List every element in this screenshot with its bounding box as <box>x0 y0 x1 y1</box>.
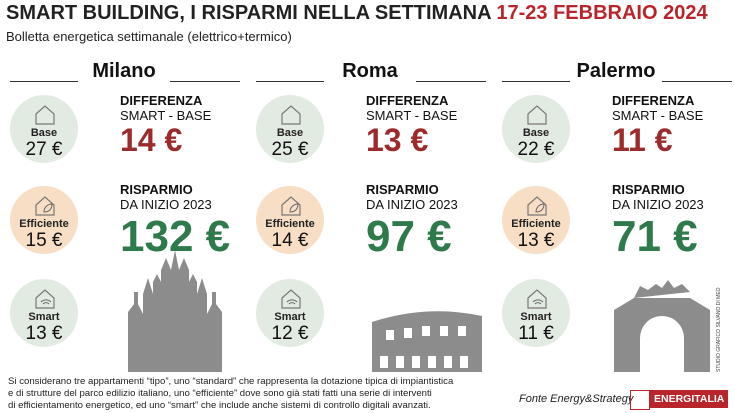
risp-value: 71 € <box>612 212 698 261</box>
base-label: Base <box>30 127 58 139</box>
source: Fonte Energy&Strategy <box>519 393 634 405</box>
efficiente-label: Efficiente <box>265 218 315 230</box>
risp-title: RISPARMIO <box>120 182 193 197</box>
house-icon <box>35 105 55 125</box>
smart-label: Smart <box>520 311 552 323</box>
efficiente-label: Efficiente <box>511 218 561 230</box>
smart-circle: Smart 13 € <box>10 279 78 347</box>
smart-value: 12 € <box>271 323 309 344</box>
diff-value: 11 € <box>612 122 673 158</box>
risp-title: RISPARMIO <box>612 182 685 197</box>
subtitle: Bolletta energetica settimanale (elettri… <box>6 29 292 44</box>
smart-value: 11 € <box>518 323 554 344</box>
smart-label: Smart <box>274 311 306 323</box>
diff-sub: SMART - BASE <box>612 108 704 123</box>
date: 17-23 FEBBRAIO 2024 <box>496 2 708 24</box>
city-name: Roma <box>324 60 416 83</box>
base-circle: Base 25 € <box>256 95 324 163</box>
risp-sub: DA INIZIO 2023 <box>366 197 458 212</box>
efficiente-circle: Efficiente 15 € <box>10 186 78 254</box>
title: SMART BUILDING, I RISPARMI NELLA SETTIMA… <box>6 2 491 24</box>
base-label: Base <box>276 127 304 139</box>
smart-circle: Smart 11 € <box>502 279 570 347</box>
diff-title: DIFFERENZA <box>612 93 695 108</box>
efficiente-value: 15 € <box>25 230 63 251</box>
house-icon <box>281 289 301 309</box>
city-name: Milano <box>78 60 170 83</box>
smart-circle: Smart 12 € <box>256 279 324 347</box>
diff-sub: SMART - BASE <box>366 108 458 123</box>
base-value: 22 € <box>517 139 555 160</box>
efficiente-value: 13 € <box>517 230 555 251</box>
risp-value: 97 € <box>366 212 452 261</box>
efficiente-circle: Efficiente 14 € <box>256 186 324 254</box>
house-icon <box>527 196 547 216</box>
risp-sub: DA INIZIO 2023 <box>612 197 704 212</box>
efficiente-value: 14 € <box>271 230 309 251</box>
base-value: 27 € <box>25 139 63 160</box>
credit: STUDIO GRAFICO SILVANO DI MEO <box>716 287 722 372</box>
note: Si considerano tre appartamenti “tipo”, … <box>8 376 453 412</box>
risp-value: 132 € <box>120 212 231 261</box>
house-icon <box>35 289 55 309</box>
risp-title: RISPARMIO <box>366 182 439 197</box>
diff-title: DIFFERENZA <box>366 93 449 108</box>
house-icon <box>527 289 547 309</box>
note-line: e di strutture del parco edilizio italia… <box>8 388 432 399</box>
base-circle: Base 22 € <box>502 95 570 163</box>
house-icon <box>35 196 55 216</box>
city-name: Palermo <box>570 60 662 83</box>
house-icon <box>281 105 301 125</box>
efficiente-circle: Efficiente 13 € <box>502 186 570 254</box>
diff-sub: SMART - BASE <box>120 108 212 123</box>
smart-value: 13 € <box>25 323 63 344</box>
diff-value: 13 € <box>366 122 429 158</box>
base-value: 25 € <box>271 139 309 160</box>
note-line: Si considerano tre appartamenti “tipo”, … <box>8 376 454 387</box>
smart-label: Smart <box>28 311 60 323</box>
risp-sub: DA INIZIO 2023 <box>120 197 212 212</box>
base-circle: Base 27 € <box>10 95 78 163</box>
house-icon <box>281 196 301 216</box>
diff-value: 14 € <box>120 122 183 158</box>
note-line: di efficientamento energetico, ed uno “s… <box>8 400 431 411</box>
base-label: Base <box>522 127 550 139</box>
logo: ENERGITALIA <box>650 390 729 408</box>
diff-title: DIFFERENZA <box>120 93 203 108</box>
title-line: SMART BUILDING, I RISPARMI NELLA SETTIMA… <box>6 2 708 25</box>
house-icon <box>527 105 547 125</box>
logo-icon <box>630 390 650 410</box>
efficiente-label: Efficiente <box>19 218 69 230</box>
